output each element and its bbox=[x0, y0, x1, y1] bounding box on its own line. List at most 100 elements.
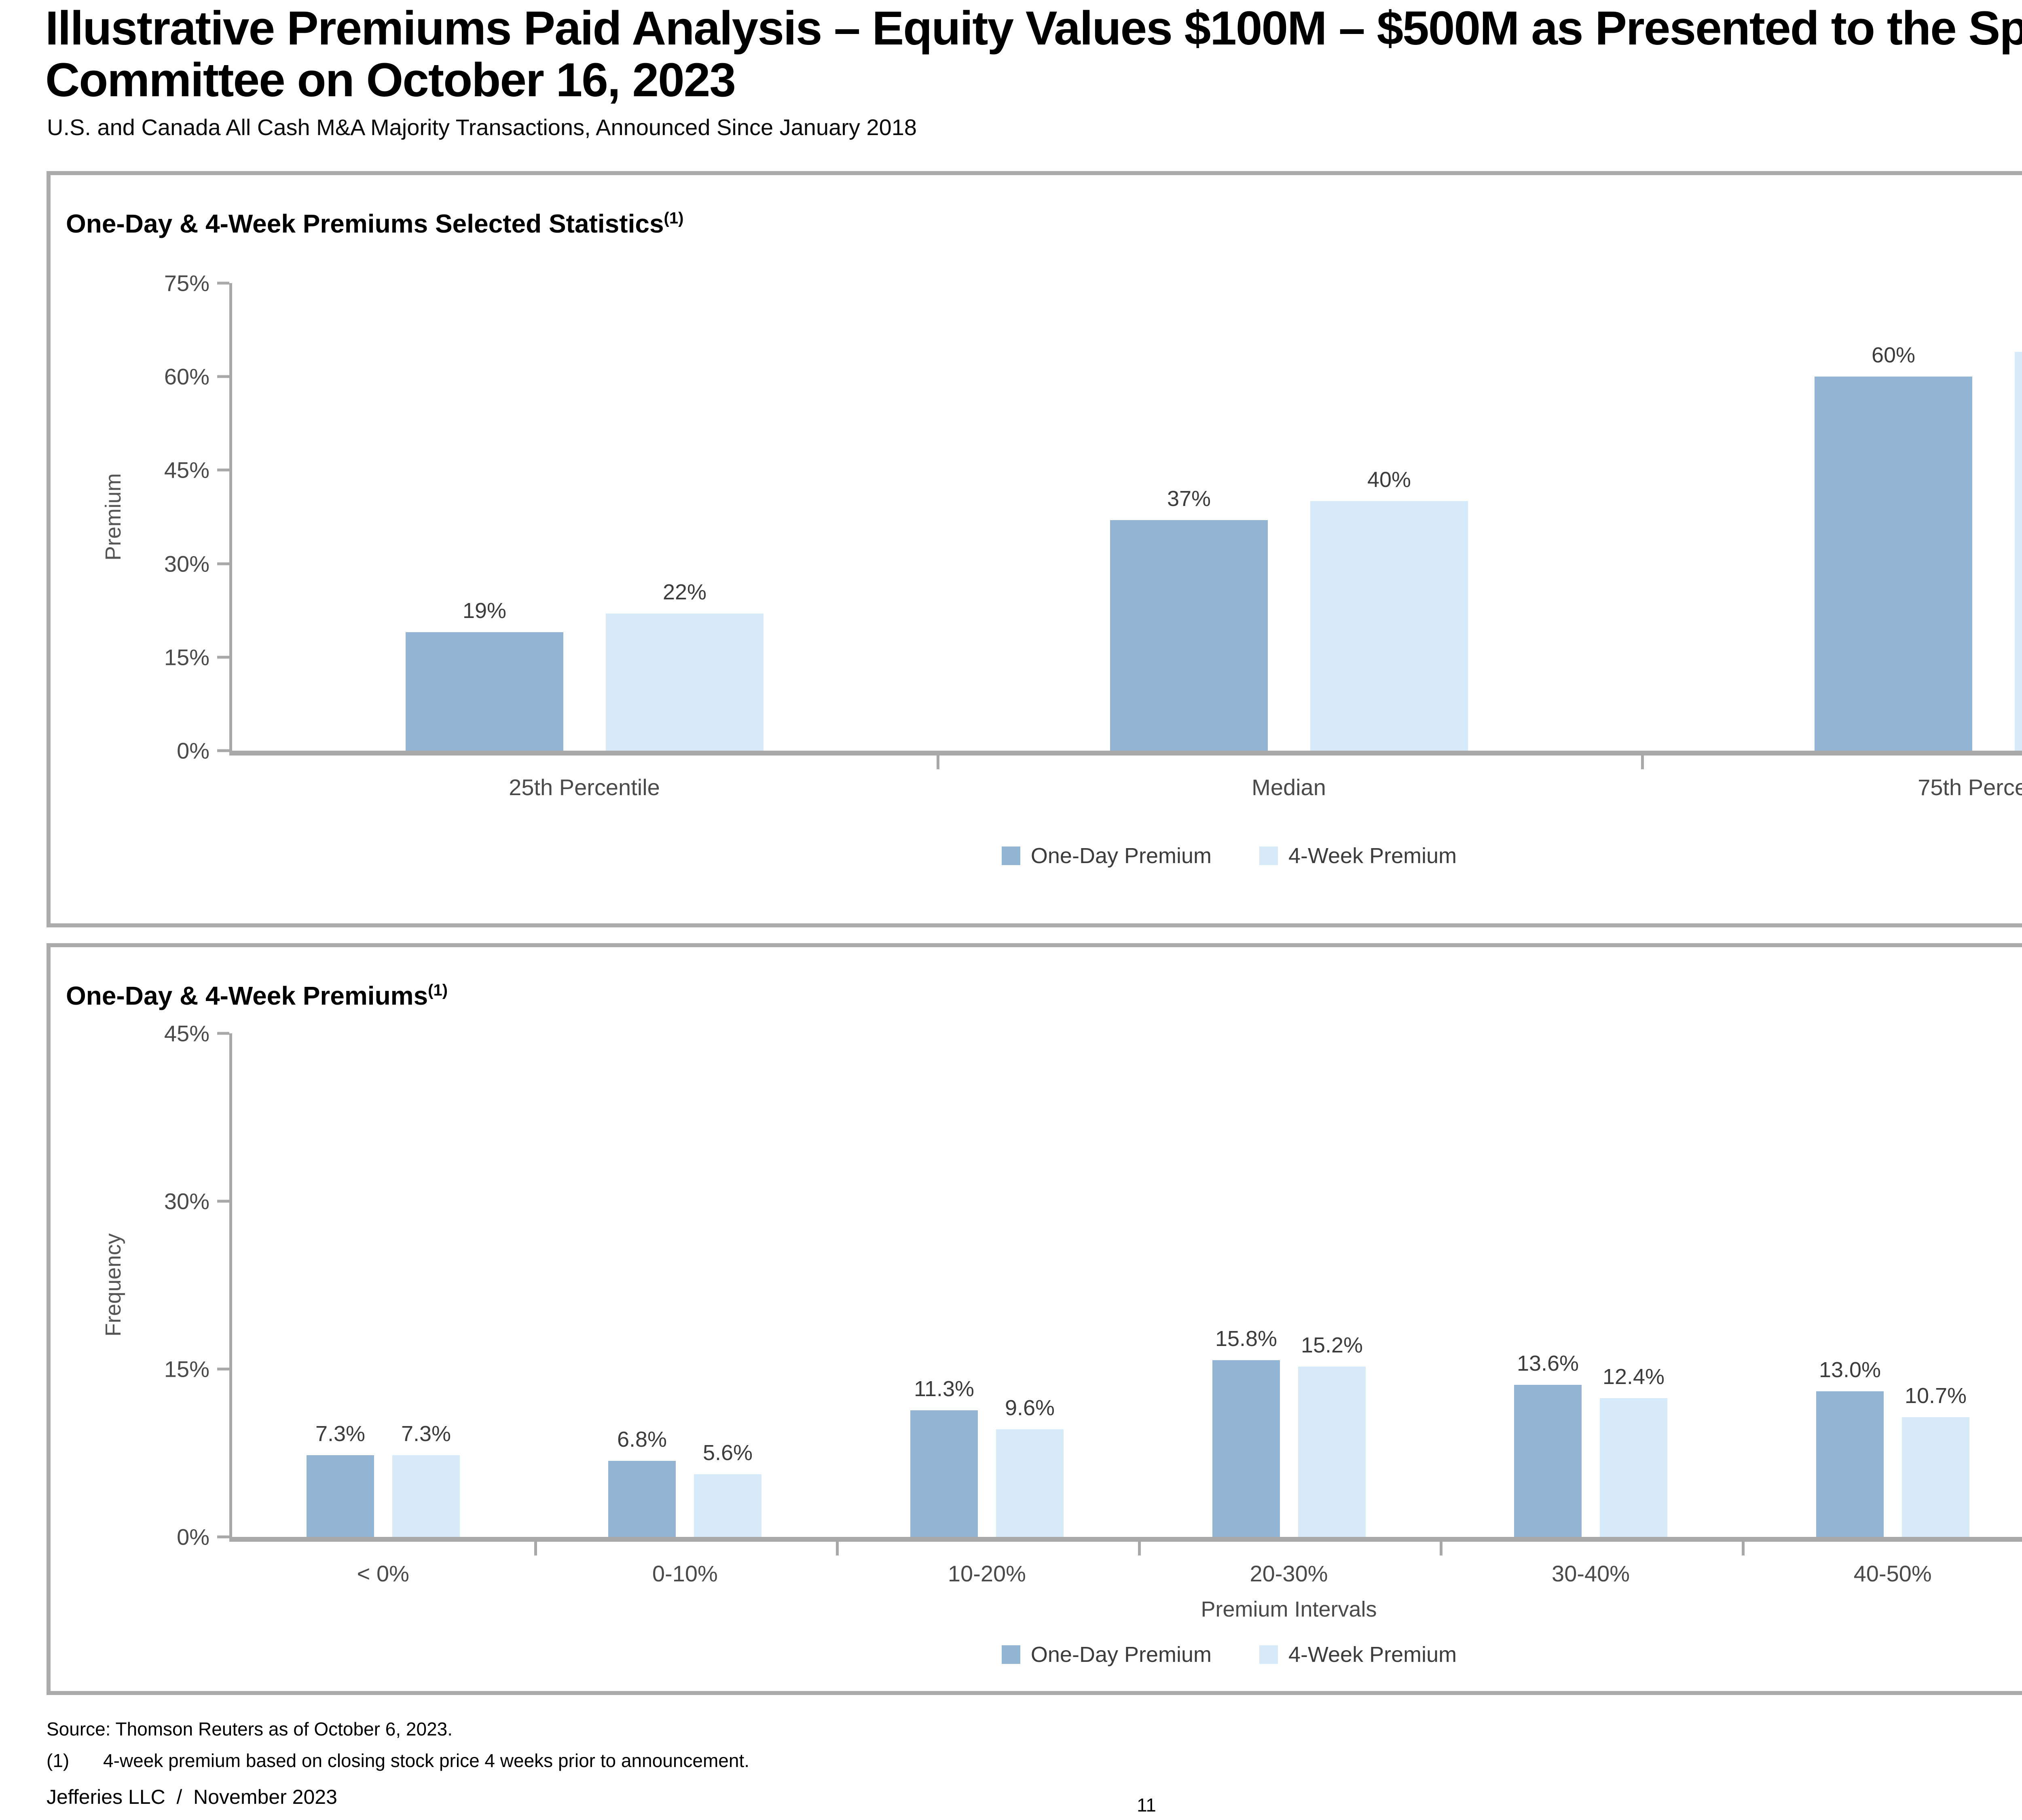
legend-item-one-day: One-Day Premium bbox=[1001, 843, 1212, 868]
x-tick-mark bbox=[1440, 1542, 1442, 1555]
legend-item-one-day: One-Day Premium bbox=[1001, 1642, 1212, 1667]
bar-value-label: 22% bbox=[662, 580, 707, 604]
chart-legend: One-Day Premium 4-Week Premium bbox=[51, 1642, 2022, 1667]
legend-item-four-week: 4-Week Premium bbox=[1259, 1642, 1457, 1667]
chart-title-text: One-Day & 4-Week Premiums Selected Stati… bbox=[66, 209, 664, 239]
bar-value-label: 10.7% bbox=[1904, 1384, 1967, 1408]
statistics-bar-chart: 0% 15% 30% 45% 60% 75% 25th Percentile 19% 22% Me… bbox=[164, 271, 2022, 800]
footnote-text: 4-week premium based on closing stock pr… bbox=[103, 1750, 750, 1771]
legend-label-one-day: One-Day Premium bbox=[1030, 1642, 1212, 1667]
bar-value-label: 6.8% bbox=[617, 1427, 667, 1452]
chart-legend: One-Day Premium 4-Week Premium bbox=[51, 843, 2022, 868]
y-tick-label: 15% bbox=[164, 1356, 209, 1382]
chart-title-footnote-ref: (1) bbox=[428, 981, 448, 999]
legend-label-four-week: 4-Week Premium bbox=[1288, 844, 1457, 868]
x-tick-mark bbox=[534, 1542, 537, 1555]
bar-value-label: 13.6% bbox=[1516, 1351, 1579, 1376]
bar-four-week bbox=[1600, 1398, 1667, 1537]
category-label: 20-30% bbox=[1250, 1561, 1328, 1586]
x-tick-mark bbox=[1641, 756, 1644, 769]
y-axis-line bbox=[229, 283, 232, 756]
x-axis-line bbox=[229, 1537, 2022, 1542]
legend-swatch-one-day-icon bbox=[1001, 847, 1020, 865]
bar-value-label: 5.6% bbox=[702, 1441, 753, 1465]
firm-date-line: Jefferies LLC / November 2023 bbox=[47, 1786, 337, 1808]
y-axis-title-frequency: Frequency bbox=[101, 1233, 125, 1337]
bar-four-week bbox=[606, 614, 764, 751]
category-label: Median bbox=[1252, 775, 1326, 800]
y-tick-mark bbox=[217, 1032, 229, 1035]
bar-value-label: 11.3% bbox=[914, 1377, 975, 1401]
bar-value-label: 15.8% bbox=[1215, 1327, 1277, 1351]
y-tick-label: 60% bbox=[164, 364, 209, 389]
bar-four-week bbox=[392, 1455, 460, 1537]
bar-four-week bbox=[1310, 501, 1468, 751]
bar-four-week bbox=[1902, 1417, 1969, 1537]
bar-value-label: 37% bbox=[1167, 487, 1211, 511]
category-label: 0-10% bbox=[652, 1561, 718, 1586]
slide-title: Illustrative Premiums Paid Analysis – Eq… bbox=[45, 2, 2022, 106]
bar-value-label: 15.2% bbox=[1301, 1333, 1363, 1357]
y-tick-mark bbox=[217, 1535, 229, 1539]
category-label: 30-40% bbox=[1552, 1561, 1630, 1586]
bar-one-day bbox=[406, 632, 563, 751]
bar-four-week bbox=[2015, 352, 2022, 751]
y-tick-mark bbox=[217, 1200, 229, 1203]
y-tick-mark bbox=[217, 656, 229, 659]
bar-one-day bbox=[1110, 520, 1268, 751]
legend-swatch-one-day-icon bbox=[1001, 1645, 1020, 1664]
chart-title-footnote-ref: (1) bbox=[664, 209, 684, 227]
x-tick-mark bbox=[836, 1542, 839, 1555]
y-tick-mark bbox=[217, 1367, 229, 1371]
y-tick-label: 45% bbox=[164, 457, 209, 483]
x-axis-title-premium-intervals: Premium Intervals bbox=[1201, 1597, 1377, 1621]
footnote-marker: (1) bbox=[47, 1750, 70, 1771]
bar-one-day bbox=[307, 1455, 374, 1537]
category-label: 10-20% bbox=[948, 1561, 1026, 1586]
legend-item-four-week: 4-Week Premium bbox=[1259, 843, 1457, 868]
page-number: 11 bbox=[1137, 1795, 1156, 1816]
panel-premium-frequency: One-Day & 4-Week Premiums(1) Frequency 0… bbox=[47, 943, 2022, 1695]
bar-four-week bbox=[996, 1429, 1064, 1537]
chart-title-statistics: One-Day & 4-Week Premiums Selected Stati… bbox=[66, 209, 683, 239]
category-label: 40-50% bbox=[1853, 1561, 1932, 1586]
bar-value-label: 12.4% bbox=[1602, 1365, 1665, 1389]
footnote-1: (1) 4-week premium based on closing stock… bbox=[47, 1750, 749, 1771]
bar-value-label: 19% bbox=[462, 599, 507, 623]
y-tick-mark bbox=[217, 375, 229, 378]
chart-title-text: One-Day & 4-Week Premiums bbox=[66, 981, 428, 1011]
y-tick-label: 30% bbox=[164, 1188, 209, 1214]
legend-swatch-four-week-icon bbox=[1259, 1645, 1278, 1664]
y-tick-label: 15% bbox=[164, 644, 209, 670]
y-tick-label: 0% bbox=[177, 738, 209, 764]
y-tick-mark bbox=[217, 749, 229, 752]
bar-one-day bbox=[1514, 1385, 1582, 1537]
bar-one-day bbox=[1212, 1360, 1280, 1537]
category-label: 75th Percentile bbox=[1918, 775, 2022, 800]
y-axis-line bbox=[229, 1033, 232, 1542]
x-tick-mark bbox=[937, 756, 939, 769]
bar-one-day bbox=[1815, 377, 1972, 751]
bar-value-label: 7.3% bbox=[315, 1422, 366, 1446]
y-tick-mark bbox=[217, 468, 229, 472]
y-axis-title-premium: Premium bbox=[101, 473, 125, 561]
source-note: Source: Thomson Reuters as of October 6,… bbox=[47, 1718, 453, 1740]
panel-selected-statistics: One-Day & 4-Week Premiums Selected Stati… bbox=[47, 171, 2022, 927]
slide-subtitle: U.S. and Canada All Cash M&A Majority Tr… bbox=[47, 114, 917, 140]
bar-value-label: 9.6% bbox=[1005, 1396, 1055, 1420]
y-tick-label: 45% bbox=[164, 1020, 209, 1046]
slide-title-line1: Illustrative Premiums Paid Analysis – Eq… bbox=[45, 2, 2022, 55]
category-label: 25th Percentile bbox=[509, 775, 660, 800]
bar-one-day bbox=[910, 1410, 978, 1537]
bar-value-label: 13.0% bbox=[1819, 1358, 1881, 1382]
y-tick-mark bbox=[217, 281, 229, 285]
bar-one-day bbox=[608, 1461, 676, 1537]
chart-title-frequency: One-Day & 4-Week Premiums(1) bbox=[66, 981, 448, 1011]
legend-label-one-day: One-Day Premium bbox=[1030, 844, 1212, 868]
legend-swatch-four-week-icon bbox=[1259, 847, 1278, 865]
y-tick-label: 0% bbox=[177, 1524, 209, 1550]
category-label: < 0% bbox=[357, 1561, 409, 1586]
x-tick-mark bbox=[1742, 1542, 1745, 1555]
bar-value-label: 7.3% bbox=[401, 1422, 451, 1446]
